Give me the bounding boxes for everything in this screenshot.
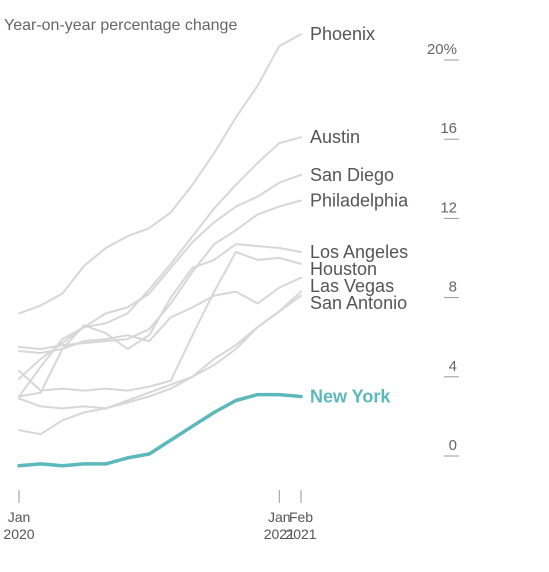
series-label-houston: Houston — [310, 259, 377, 279]
y-tick-label: 12 — [440, 199, 457, 216]
series-label-new-york: New York — [310, 387, 391, 407]
x-tick-label: 2021 — [264, 526, 295, 542]
series-line-las-vegas — [18, 276, 302, 354]
series-line-los-angeles — [18, 243, 302, 398]
x-tick-label: Jan — [8, 509, 31, 525]
y-tick-label: 4 — [449, 358, 457, 375]
x-tick-label: 2021 — [285, 526, 316, 542]
series-label-phoenix: Phoenix — [310, 24, 375, 44]
highlighted-series-lines — [17, 392, 303, 468]
x-tick-label: 2020 — [3, 526, 34, 542]
series-line-austin — [18, 136, 302, 398]
x-tick-label: Feb — [289, 509, 313, 525]
series-label-san-antonio: San Antonio — [310, 293, 407, 313]
series-label-philadelphia: Philadelphia — [310, 191, 409, 211]
y-tick-label: 20% — [427, 41, 457, 58]
series-label-los-angeles: Los Angeles — [310, 242, 408, 262]
series-line-san-diego — [18, 173, 302, 380]
y-axis: 0 4 8 12 16 20% — [427, 41, 459, 457]
series-line-unlabeled-8 — [18, 294, 302, 436]
y-tick-label: 16 — [440, 120, 457, 137]
series-line-phoenix — [18, 33, 302, 315]
series-line-new-york — [17, 392, 303, 468]
chart-subtitle: Year-on-year percentage change — [4, 17, 237, 34]
series-label-austin: Austin — [310, 127, 360, 147]
series-label-las-vegas: Las Vegas — [310, 276, 394, 296]
y-tick-label: 8 — [449, 279, 457, 296]
series-label-san-diego: San Diego — [310, 165, 394, 185]
x-tick-label: Jan — [268, 509, 291, 525]
y-tick-label: 0 — [449, 437, 457, 454]
series-labels: Phoenix Austin San Diego Philadelphia Los An… — [310, 24, 409, 406]
background-series-lines — [18, 33, 302, 436]
series-line-houston — [18, 251, 302, 392]
